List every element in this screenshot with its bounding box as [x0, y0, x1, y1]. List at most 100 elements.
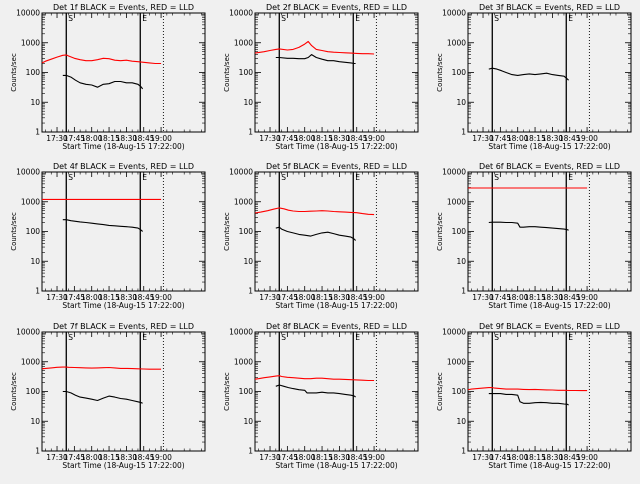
y-tick-label: 10000	[229, 328, 253, 337]
y-axis-label: Counts/sec	[10, 53, 18, 92]
y-tick-label: 100	[26, 227, 41, 236]
events-series-line	[275, 226, 357, 241]
marker-label-E: E	[142, 333, 147, 342]
y-axis-label: Counts/sec	[436, 212, 444, 251]
x-tick-label: 18:00	[81, 453, 103, 462]
x-tick-label: 17:45	[277, 293, 299, 302]
x-tick-label: 18:30	[542, 293, 564, 302]
x-tick-label: 18:15	[98, 453, 120, 462]
panel-title: Det 1f BLACK = Events, RED = LLD	[53, 3, 194, 12]
x-tick-label: 18:45	[346, 453, 368, 462]
y-tick-label: 10	[30, 417, 40, 426]
y-tick-label: 100	[452, 68, 467, 77]
panel-title: Det 8f BLACK = Events, RED = LLD	[266, 322, 407, 331]
y-tick-label: 1000	[447, 197, 466, 206]
x-tick-label: 18:30	[329, 134, 351, 143]
y-tick-label: 1	[35, 287, 40, 296]
marker-label-E: E	[355, 14, 360, 23]
y-tick-label: 100	[26, 68, 41, 77]
x-tick-label: 18:15	[98, 293, 120, 302]
x-tick-label: 18:00	[507, 134, 529, 143]
marker-label-S: S	[68, 173, 73, 182]
x-tick-label: 18:45	[559, 293, 581, 302]
panel-5: Det 5f BLACK = Events, RED = LLD 1 10 100 10…	[223, 162, 419, 310]
x-tick-label: 18:45	[133, 134, 155, 143]
x-tick-label: 18:00	[294, 293, 316, 302]
panel-1: Det 1f BLACK = Events, RED = LLD 1 10 100 10…	[10, 3, 206, 151]
y-tick-label: 100	[452, 227, 467, 236]
y-axis-label: Counts/sec	[436, 53, 444, 92]
x-axis-label: Start Time (18-Aug-15 17:22:00)	[275, 301, 397, 310]
marker-label-E: E	[568, 333, 573, 342]
y-tick-label: 100	[239, 387, 254, 396]
events-series-line	[62, 74, 144, 90]
y-axis-label: Counts/sec	[223, 212, 231, 251]
x-tick-label: 18:00	[294, 134, 316, 143]
marker-label-E: E	[142, 173, 147, 182]
lld-series-line	[254, 207, 375, 216]
y-tick-label: 10000	[229, 168, 253, 177]
y-axis-label: Counts/sec	[223, 372, 231, 411]
marker-label-S: S	[494, 173, 499, 182]
y-axis-label: Counts/sec	[436, 372, 444, 411]
y-tick-label: 10000	[229, 9, 253, 18]
events-series-line	[275, 384, 356, 398]
x-axis-label: Start Time (18-Aug-15 17:22:00)	[488, 301, 610, 310]
y-tick-label: 1000	[21, 357, 40, 366]
y-tick-label: 10	[243, 98, 253, 107]
x-axis-label: Start Time (18-Aug-15 17:22:00)	[275, 461, 397, 470]
y-tick-label: 100	[239, 227, 254, 236]
x-tick-label: 18:00	[294, 453, 316, 462]
marker-label-S: S	[68, 14, 73, 23]
x-tick-label: 19:00	[150, 293, 172, 302]
panel-3: Det 3f BLACK = Events, RED = LLD 1 10 100 10…	[436, 3, 632, 151]
x-tick-label: 18:15	[311, 293, 333, 302]
lld-series-line	[41, 54, 162, 65]
panel-title: Det 9f BLACK = Events, RED = LLD	[479, 322, 620, 331]
x-tick-label: 17:30	[259, 293, 281, 302]
marker-label-S: S	[68, 333, 73, 342]
events-series-line	[488, 393, 569, 406]
y-tick-label: 10000	[16, 328, 40, 337]
x-tick-label: 18:30	[542, 134, 564, 143]
x-tick-label: 18:15	[524, 293, 546, 302]
y-tick-label: 100	[452, 387, 467, 396]
y-tick-label: 10000	[442, 328, 466, 337]
y-tick-label: 1	[461, 287, 466, 296]
x-tick-label: 17:30	[46, 453, 68, 462]
x-tick-label: 18:00	[81, 134, 103, 143]
marker-label-E: E	[355, 173, 360, 182]
panel-title: Det 5f BLACK = Events, RED = LLD	[266, 162, 407, 171]
x-tick-label: 18:45	[133, 293, 155, 302]
y-tick-label: 1	[248, 287, 253, 296]
x-tick-label: 18:45	[133, 453, 155, 462]
x-axis-label: Start Time (18-Aug-15 17:22:00)	[275, 142, 397, 151]
events-series-line	[62, 390, 143, 404]
marker-label-S: S	[281, 14, 286, 23]
x-tick-label: 18:15	[311, 453, 333, 462]
x-tick-label: 19:00	[576, 134, 598, 143]
x-tick-label: 17:30	[46, 293, 68, 302]
y-tick-label: 1	[35, 128, 40, 137]
x-axis-label: Start Time (18-Aug-15 17:22:00)	[488, 142, 610, 151]
x-tick-label: 18:15	[524, 453, 546, 462]
y-tick-label: 10	[456, 98, 466, 107]
x-tick-label: 18:45	[559, 134, 581, 143]
x-tick-label: 18:00	[81, 293, 103, 302]
y-axis-label: Counts/sec	[10, 212, 18, 251]
y-tick-label: 10	[30, 257, 40, 266]
y-tick-label: 10000	[442, 168, 466, 177]
x-tick-label: 18:45	[559, 453, 581, 462]
events-series-line	[488, 221, 569, 231]
marker-label-E: E	[568, 173, 573, 182]
y-tick-label: 10000	[16, 9, 40, 18]
y-tick-label: 1000	[21, 197, 40, 206]
x-tick-label: 17:45	[277, 134, 299, 143]
x-tick-label: 17:30	[472, 134, 494, 143]
x-tick-label: 18:45	[346, 293, 368, 302]
x-axis-label: Start Time (18-Aug-15 17:22:00)	[62, 142, 184, 151]
x-tick-label: 17:30	[259, 134, 281, 143]
x-tick-label: 17:45	[490, 134, 512, 143]
panel-title: Det 3f BLACK = Events, RED = LLD	[479, 3, 620, 12]
